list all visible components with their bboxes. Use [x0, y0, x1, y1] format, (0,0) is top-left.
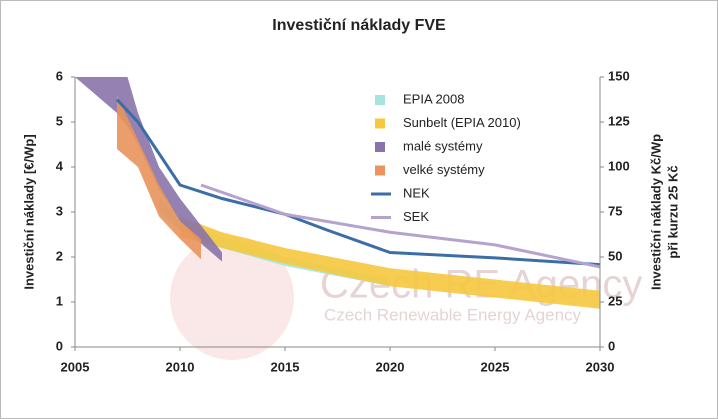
- legend-label: NEK: [403, 185, 430, 200]
- legend-label: SEK: [403, 209, 429, 224]
- x-tick-label: 2005: [61, 359, 90, 374]
- y-tick-label: 3: [56, 203, 63, 218]
- y2-tick-label: 125: [608, 113, 630, 128]
- y-tick-label: 4: [56, 158, 64, 173]
- band: [75, 77, 222, 262]
- band: [117, 95, 201, 260]
- y-axis-label: Investiční náklady [€/Wp]: [21, 134, 36, 289]
- line: [115, 98, 600, 267]
- y-tick-label: 2: [56, 248, 63, 263]
- y2-tick-label: 25: [608, 293, 622, 308]
- legend-label: Sunbelt (EPIA 2010): [403, 115, 521, 130]
- y2-tick-label: 0: [608, 338, 615, 353]
- y-tick-label: 0: [56, 338, 63, 353]
- legend-label: malé systémy: [403, 138, 483, 153]
- y2-tick-label: 75: [608, 203, 622, 218]
- band: [180, 216, 600, 309]
- y2-axis-label: při kurzu 25 Kč: [665, 165, 680, 258]
- legend-swatch: [375, 95, 385, 105]
- y-tick-label: 6: [56, 68, 63, 83]
- y2-axis-label: Investiční náklady Kč/Wp: [648, 134, 663, 290]
- x-tick-label: 2015: [271, 359, 300, 374]
- watermark: Czech Renewable Energy Agency: [324, 305, 582, 324]
- watermark-logo: [170, 236, 294, 360]
- x-tick-label: 2025: [481, 359, 510, 374]
- legend-swatch: [375, 118, 385, 129]
- y2-tick-label: 50: [608, 248, 622, 263]
- legend-swatch: [375, 165, 385, 176]
- x-tick-label: 2030: [586, 359, 615, 374]
- legend-swatch: [375, 142, 385, 152]
- y-tick-label: 5: [56, 113, 63, 128]
- y2-tick-label: 100: [608, 158, 630, 173]
- legend-label: EPIA 2008: [403, 91, 464, 106]
- x-tick-label: 2020: [376, 359, 405, 374]
- plot-area: [75, 77, 600, 309]
- legend-label: velké systémy: [403, 162, 485, 177]
- x-tick-label: 2010: [166, 359, 195, 374]
- y2-tick-label: 150: [608, 68, 630, 83]
- y-tick-label: 1: [56, 293, 63, 308]
- chart-title: Investiční náklady FVE: [272, 17, 446, 34]
- line: [200, 183, 600, 269]
